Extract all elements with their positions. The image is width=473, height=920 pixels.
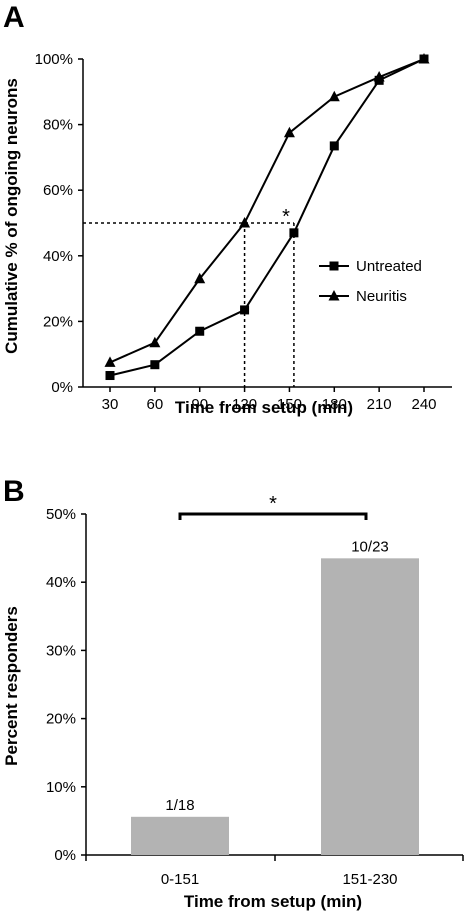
panel-a-data-point [328,90,340,102]
panel-a-y-tick-label: 60% [43,182,73,199]
panel-a-data-point [329,141,339,151]
panel-b-x-tick-label: 151-230 [342,871,397,888]
panel-b-y-tick-label: 30% [46,642,76,659]
panel-b-bracket-line [178,512,368,520]
panel-b-data-label: 10/23 [351,538,389,555]
panel-a-x-axis-title: Time from setup (min) [175,398,353,417]
panel-b-ticks: 0% 10% 20% 30% 40% 50% [46,506,464,864]
panel-a-x-tick-label: 210 [367,396,392,413]
panel-b-significance-bracket [178,512,368,520]
panel-a-data-point [149,336,161,348]
panel-a-legend-marker [329,261,339,271]
panel-a-data-point [240,305,250,315]
panel-b-y-tick-label: 10% [46,779,76,796]
panel-a-legend: Untreated Neuritis [319,258,422,305]
panel-a-data-point [104,356,116,367]
panel-a-y-tick-label: 20% [43,313,73,330]
panel-a-legend-marker [328,290,340,301]
panel-b-bar [321,558,419,855]
panel-a-data-point [289,228,299,238]
panel-a-significance-star: * [282,206,290,228]
panel-b-y-tick-label: 20% [46,711,76,728]
panel-a-y-tick-label: 100% [35,51,73,68]
panel-a-series-untreated [105,54,429,381]
panel-a-legend-label: Neuritis [356,288,407,305]
panel-a-x-tick-label: 30 [102,396,119,413]
panel-a-y-tick-label: 0% [51,379,73,396]
panel-a-data-point [194,272,206,284]
panel-b-x-axis-title: Time from setup (min) [184,892,362,911]
panel-a: A Cumulative % of ongoing neurons Time f… [2,1,452,417]
panel-a-series-neuritis [104,53,430,367]
panel-a-data-point [239,217,251,228]
panel-a-data-point [150,360,160,370]
panel-a-data-point [283,126,295,138]
panel-a-y-tick-label: 40% [43,248,73,265]
panel-a-data-point [195,326,205,336]
panel-b-y-axis-title: Percent responders [2,606,21,766]
panel-b-significance-star: * [269,493,277,515]
panel-a-ticks: 0% 20% 40% 60% 80% 100% 30 60 90 120 150 180 210 240 [35,51,437,413]
panel-b-data-label: 1/18 [165,797,194,814]
panel-a-data-point [418,53,430,64]
panel-b: B Percent responders Time from setup (mi… [2,475,464,911]
panel-a-letter: A [3,1,25,34]
panel-b-x-tick-label: 0-151 [161,871,199,888]
panel-b-bar [131,816,229,855]
panel-b-letter: B [3,475,25,508]
panel-a-x-tick-label: 240 [411,396,436,413]
panel-a-y-tick-label: 80% [43,117,73,134]
panel-a-series-line [109,58,425,364]
panel-a-legend-label: Untreated [356,258,422,275]
panel-b-y-tick-label: 40% [46,574,76,591]
panel-a-data-point [105,371,115,381]
panel-a-series [104,53,430,381]
panel-a-x-tick-label: 180 [322,396,347,413]
panel-b-y-tick-label: 0% [54,847,76,864]
panel-a-x-tick-label: 60 [147,396,164,413]
panel-a-data-point [373,71,385,82]
panel-a-reference-lines [83,222,295,387]
panel-a-x-tick-label: 120 [232,396,257,413]
panel-a-x-tick-label: 150 [277,396,302,413]
panel-b-y-tick-label: 50% [46,506,76,523]
panel-a-series-line [109,58,425,377]
panel-a-x-tick-label: 90 [191,396,208,413]
panel-a-y-axis-title: Cumulative % of ongoing neurons [2,78,21,354]
panel-b-bars: 1/18 0-151 10/23 151-230 [131,538,419,888]
